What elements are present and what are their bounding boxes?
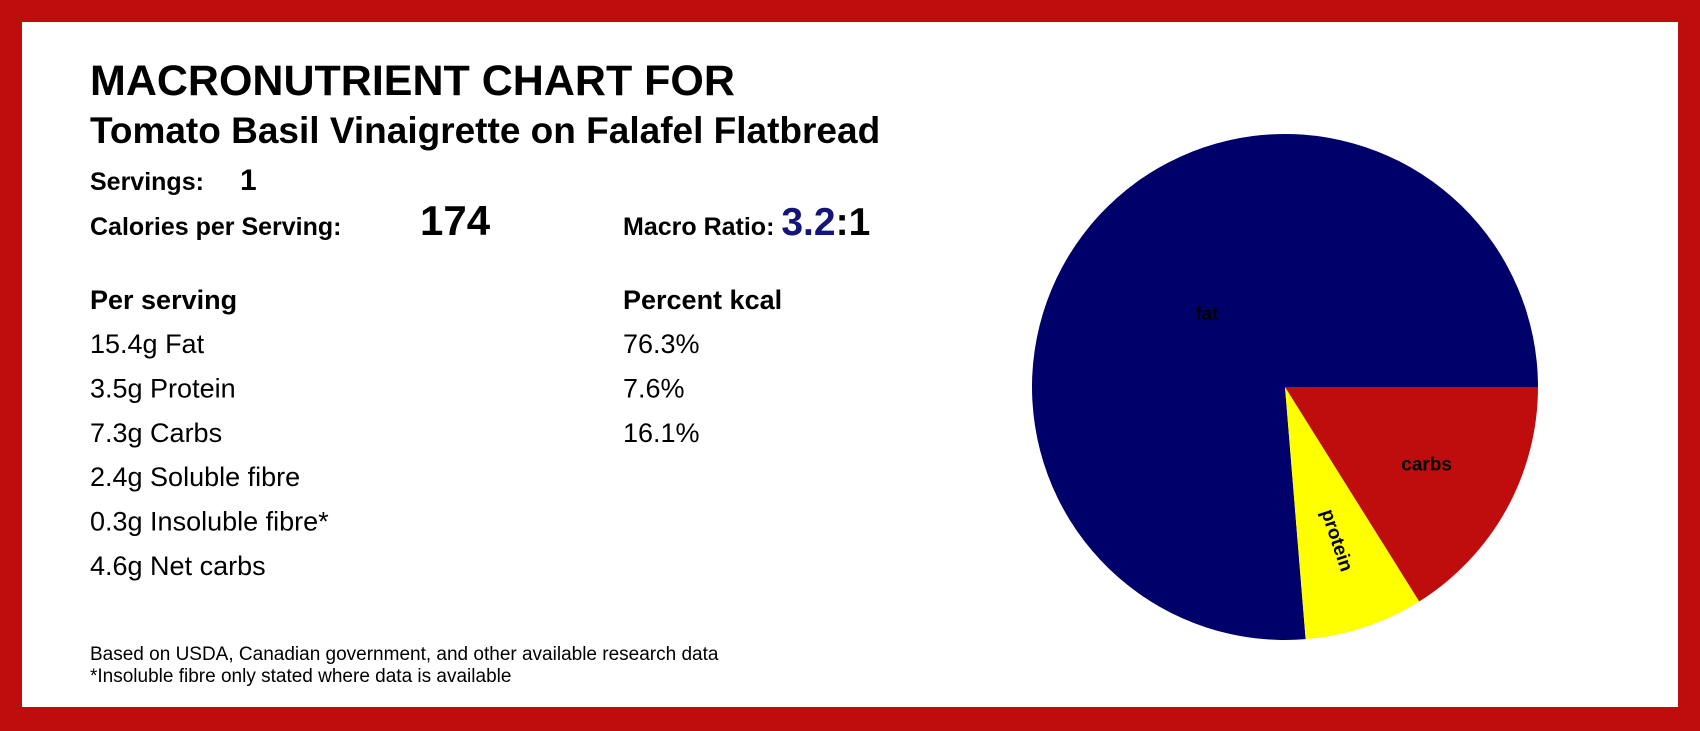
percent-kcal-item: 76.3% bbox=[623, 329, 700, 359]
pie-slice bbox=[1285, 387, 1538, 602]
per-serving-item: 3.5g Protein bbox=[90, 373, 236, 403]
calories-value: 174 bbox=[420, 197, 491, 244]
per-serving-item: 0.3g Insoluble fibre* bbox=[90, 507, 329, 537]
pie-slice bbox=[1032, 134, 1538, 641]
macro-ratio-label-text: Macro Ratio: bbox=[623, 213, 774, 241]
subtitle: Tomato Basil Vinaigrette on Falafel Flat… bbox=[90, 110, 880, 151]
macro-ratio-rest: :1 bbox=[836, 201, 871, 244]
per-serving-item: 15.4g Fat bbox=[90, 329, 205, 359]
per-serving-item: 2.4g Soluble fibre bbox=[90, 462, 300, 492]
percent-kcal-heading: Percent kcal bbox=[623, 285, 782, 315]
percent-kcal-item: 16.1% bbox=[623, 418, 700, 448]
pie-label: carbs bbox=[1401, 454, 1452, 475]
note: Based on USDA, Canadian government, and … bbox=[90, 644, 719, 665]
pie-slice bbox=[1285, 387, 1420, 640]
macro-ratio-value: 3.2 bbox=[781, 201, 835, 244]
title: MACRONUTRIENT CHART FOR bbox=[90, 57, 735, 105]
per-serving-heading: Per serving bbox=[90, 285, 237, 315]
per-serving-item: 4.6g Net carbs bbox=[90, 551, 266, 581]
calories-label: Calories per Serving: bbox=[90, 213, 341, 241]
percent-kcal-item: 7.6% bbox=[623, 373, 685, 403]
servings-value: 1 bbox=[240, 164, 257, 197]
per-serving-item: 7.3g Carbs bbox=[90, 418, 222, 448]
servings-label: Servings: bbox=[90, 168, 204, 196]
nutrient-lists: 15.4g Fat 3.5g Protein 7.3g Carbs 2.4g Solu… bbox=[90, 329, 700, 581]
pie-label: fat bbox=[1195, 304, 1219, 325]
macro-ratio-label: Macro Ratio: 3.2:1 bbox=[623, 201, 870, 244]
note: *Insoluble fibre only stated where data … bbox=[90, 666, 511, 687]
